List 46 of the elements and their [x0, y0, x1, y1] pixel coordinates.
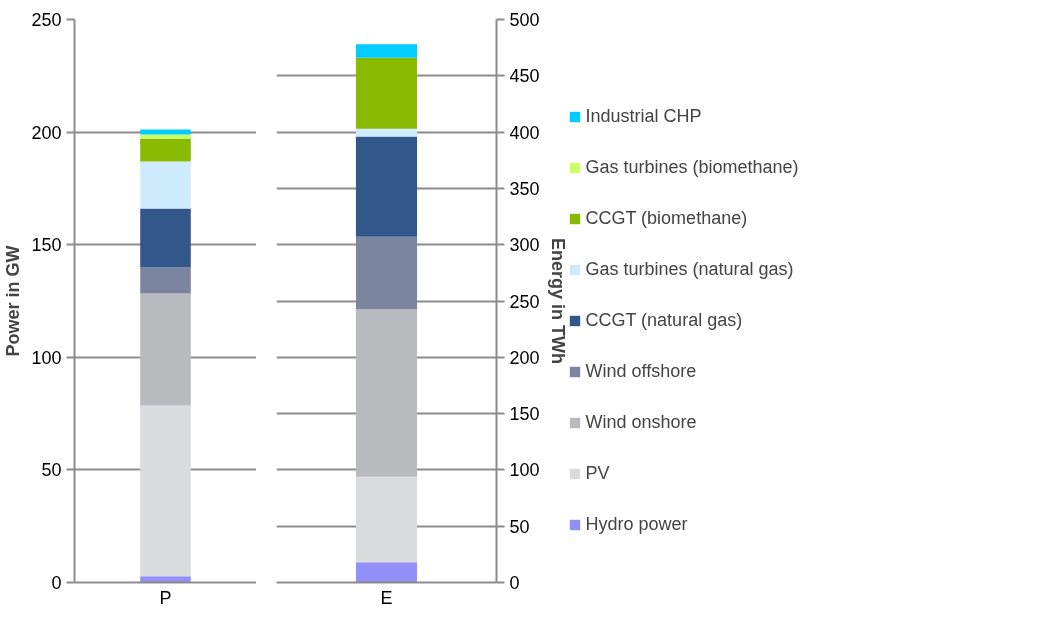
legend-label: CCGT (natural gas) — [585, 310, 743, 331]
bar — [140, 576, 191, 583]
y-tick-label: 250 — [31, 10, 62, 30]
x-tick-label: E — [380, 587, 393, 608]
bar — [140, 267, 191, 294]
y-tick-label: 450 — [509, 66, 540, 87]
legend-label: Wind onshore — [585, 412, 697, 433]
legend-label: PV — [585, 463, 610, 484]
y-tick-label: 300 — [509, 235, 540, 256]
y-tick-label: 100 — [31, 347, 62, 368]
y-tick-label: 400 — [509, 122, 540, 143]
y-tick-label: 150 — [509, 404, 540, 425]
legend-label: Gas turbines (biomethane) — [585, 157, 799, 178]
y-tick-label: 50 — [41, 460, 62, 481]
y-tick-label: 250 — [509, 291, 540, 312]
bar — [355, 236, 418, 309]
legend-label: CCGT (biomethane) — [585, 208, 748, 229]
bar — [355, 476, 418, 563]
y-tick-label: 100 — [509, 460, 540, 481]
bar — [355, 308, 418, 477]
bar — [355, 562, 418, 583]
y-tick-label: 50 — [509, 516, 530, 537]
bar — [140, 293, 191, 406]
y-tick-label: 200 — [509, 347, 540, 368]
bar — [140, 138, 191, 162]
y-tick-label: 0 — [509, 573, 520, 593]
bar — [140, 129, 191, 135]
legend-label: Wind offshore — [585, 361, 697, 382]
y-tick-label: 500 — [509, 10, 540, 30]
bar — [140, 405, 191, 577]
legend-label: Industrial CHP — [585, 106, 702, 127]
x-tick-label: P — [159, 587, 172, 608]
y-tick-label: 350 — [509, 178, 540, 199]
y-tick-label: 0 — [51, 573, 62, 593]
bar — [140, 161, 191, 209]
bar — [140, 208, 191, 268]
legend-label: Hydro power — [585, 514, 688, 535]
y-axis-title: Power in GW — [3, 245, 24, 357]
bar — [355, 44, 418, 58]
bar — [355, 128, 418, 137]
legend-label: Gas turbines (natural gas) — [585, 259, 794, 280]
y-tick-label: 200 — [31, 122, 62, 143]
bar — [355, 57, 418, 129]
y-tick-label: 150 — [31, 235, 62, 256]
bar — [355, 136, 418, 237]
y-axis-title: Energy in TWh — [547, 238, 568, 364]
